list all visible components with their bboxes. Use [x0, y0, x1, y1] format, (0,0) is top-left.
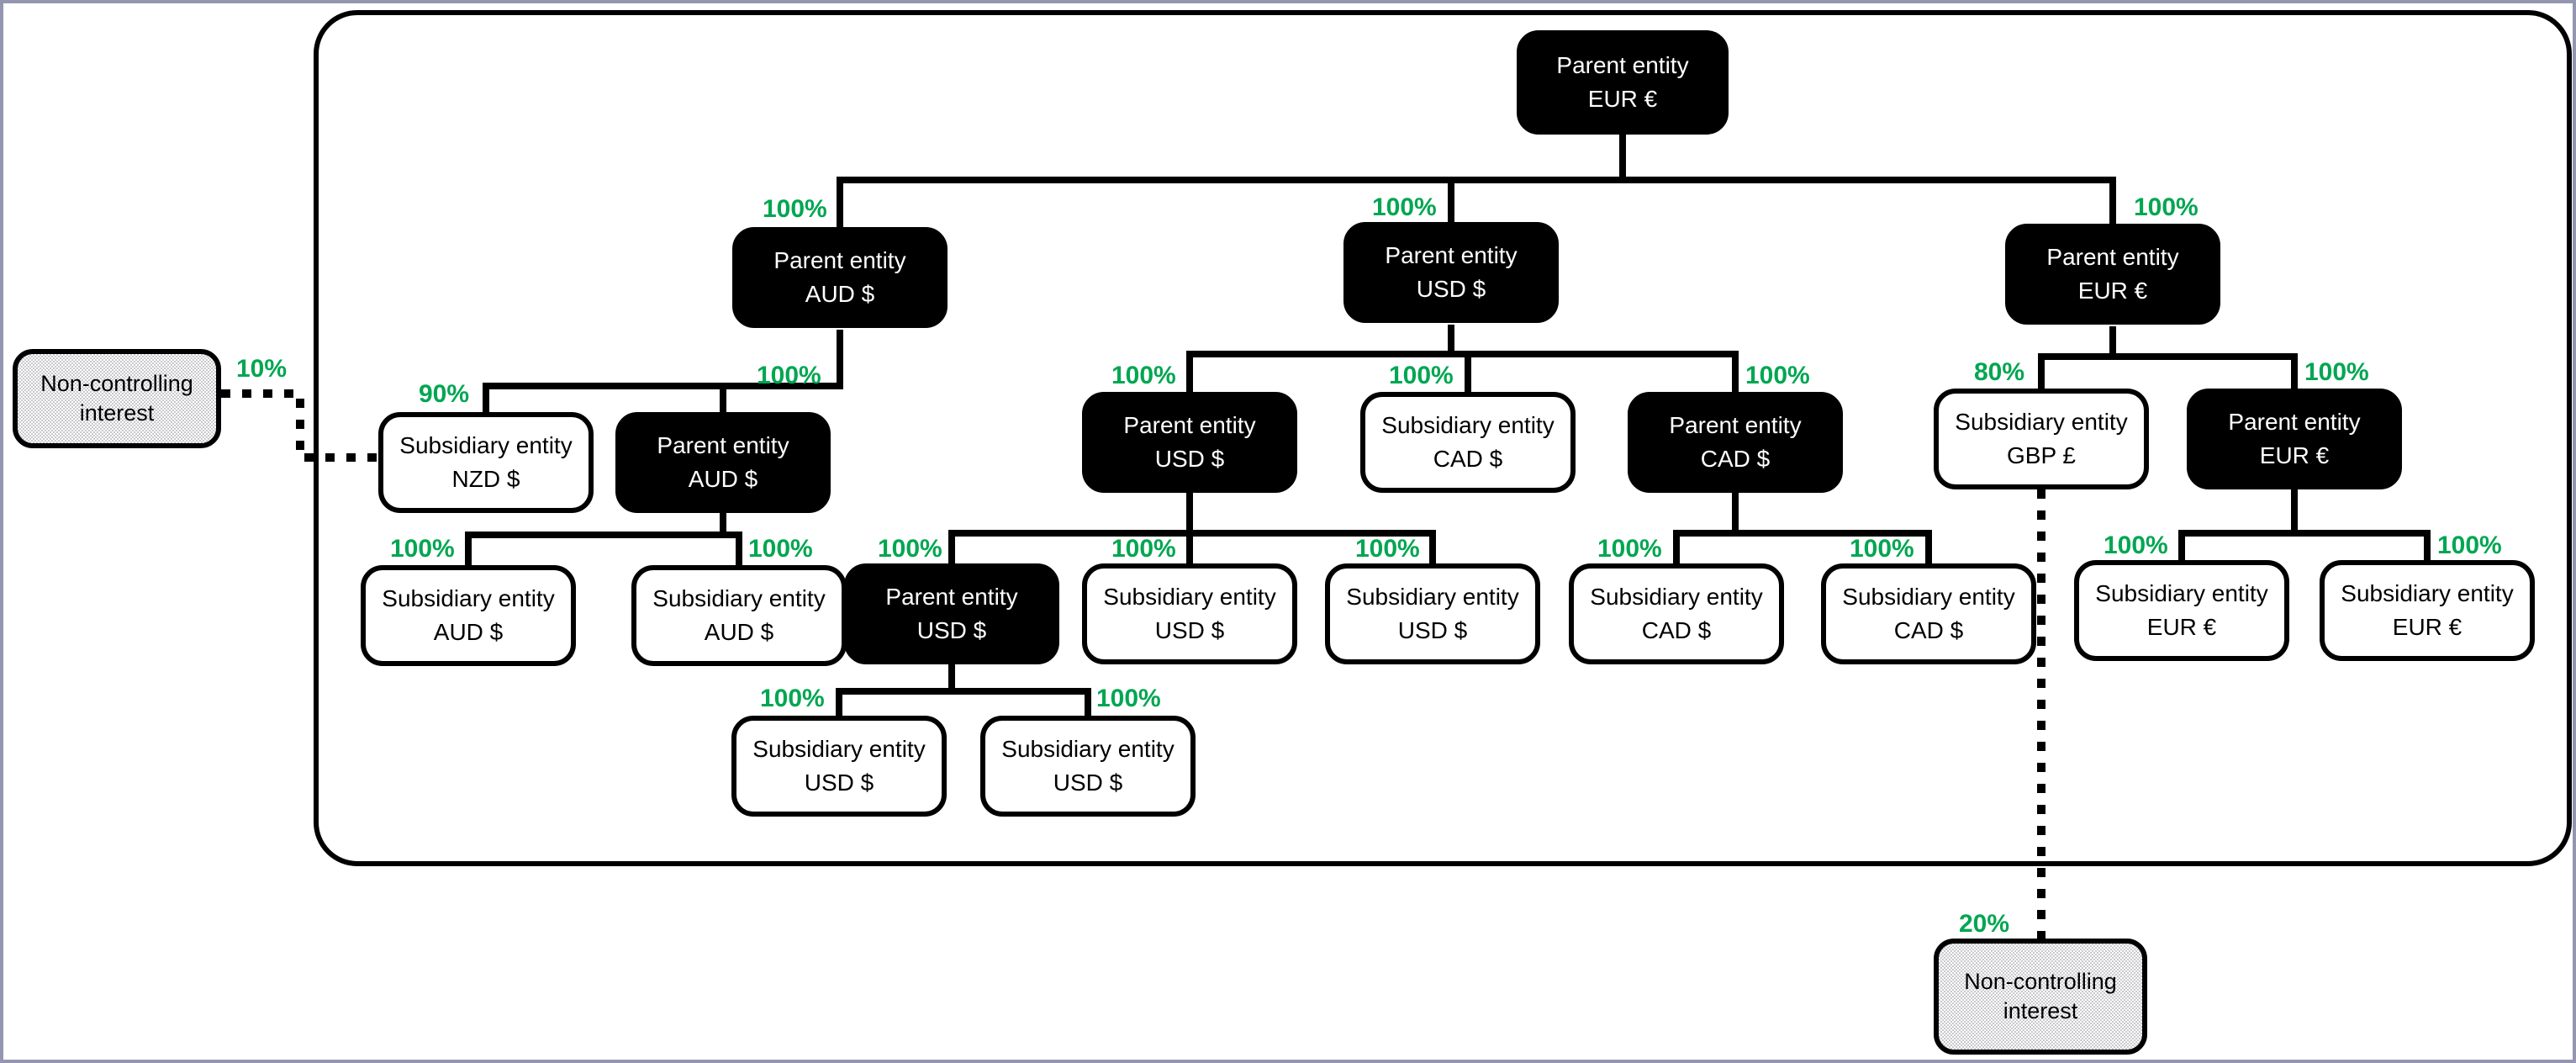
ownership-percent-label: 100% [390, 535, 455, 563]
entity-title: Subsidiary entity [2095, 580, 2268, 606]
entity-title: Subsidiary entity [399, 432, 573, 458]
entity-currency: NZD $ [451, 466, 520, 492]
entity-node-eur-subsidiary-2: Subsidiary entity EUR € [2320, 560, 2535, 661]
entity-currency: USD $ [1154, 446, 1225, 472]
nci-label-line1: Non-controlling [1964, 969, 2117, 994]
entity-title: Parent entity [773, 247, 906, 273]
ownership-percent-label: 100% [1745, 362, 1810, 389]
entity-title: Subsidiary entity [1346, 584, 1519, 610]
entity-title: Subsidiary entity [752, 736, 926, 762]
ownership-percent-label: 100% [2304, 358, 2369, 386]
entity-node-usd-subsidiary-2: Subsidiary entity USD $ [1325, 563, 1540, 664]
entity-title: Subsidiary entity [1842, 584, 2015, 610]
entity-title: Subsidiary entity [1381, 412, 1555, 438]
entity-node-usd-parent: Parent entity USD $ [1343, 222, 1559, 323]
entity-title: Parent entity [657, 432, 789, 458]
entity-node-eur-subsidiary-1: Subsidiary entity EUR € [2074, 560, 2289, 661]
entity-node-eur-parent-l2: Parent entity EUR € [2005, 224, 2220, 325]
entity-currency: USD $ [1154, 617, 1225, 643]
ownership-percent-label: 100% [1111, 362, 1176, 389]
entity-currency: EUR € [2259, 442, 2330, 468]
ownership-percent-label: 100% [1372, 193, 1437, 221]
ownership-percent-label: 100% [757, 362, 821, 389]
entity-currency: AUD $ [805, 281, 875, 307]
entity-currency: USD $ [1416, 276, 1486, 302]
entity-title: Parent entity [2228, 409, 2361, 435]
ownership-percent-label: 100% [2437, 532, 2502, 559]
entity-title: Subsidiary entity [1590, 584, 1763, 610]
ownership-percent-label: 100% [763, 195, 827, 223]
entity-node-aud-subsidiary-1: Subsidiary entity AUD $ [361, 565, 576, 666]
ownership-percent-label: 100% [2104, 532, 2168, 559]
nci-box-bottom: Non-controlling interest [1934, 939, 2147, 1055]
ownership-percent-label: 90% [419, 380, 470, 408]
nci-label-line2: interest [2003, 998, 2078, 1023]
entity-title: Parent entity [1123, 412, 1256, 438]
ownership-percent-label: 100% [1389, 362, 1454, 389]
entity-node-usd-l5-subsidiary-1: Subsidiary entity USD $ [731, 716, 947, 817]
entity-title: Subsidiary entity [382, 585, 555, 611]
entity-currency: EUR € [2077, 278, 2148, 304]
entity-title: Subsidiary entity [1001, 736, 1175, 762]
entity-node-nzd-subsidiary: Subsidiary entity NZD $ [378, 412, 594, 513]
entity-title: Parent entity [1669, 412, 1802, 438]
ownership-percent-label: 80% [1974, 358, 2025, 386]
entity-currency: AUD $ [688, 466, 758, 492]
entity-title: Parent entity [1556, 52, 1689, 78]
ownership-percent-label: 100% [1096, 685, 1161, 712]
entity-node-cad-subsidiary-l3: Subsidiary entity CAD $ [1360, 392, 1576, 493]
entity-node-cad-subsidiary-2: Subsidiary entity CAD $ [1821, 563, 2036, 664]
entity-node-gbp-subsidiary: Subsidiary entity GBP £ [1934, 389, 2149, 489]
entity-currency: CAD $ [1893, 617, 1964, 643]
ownership-percent-label: 20% [1959, 910, 2010, 938]
nci-label-line1: Non-controlling [40, 371, 193, 396]
entity-currency: USD $ [916, 617, 987, 643]
entity-node-usd-subsidiary-1: Subsidiary entity USD $ [1082, 563, 1297, 664]
entity-currency: USD $ [804, 769, 874, 796]
entity-currency: EUR € [1587, 86, 1658, 112]
ownership-percent-label: 100% [748, 535, 813, 563]
ownership-percent-label: 100% [1111, 535, 1176, 563]
entity-node-usd-parent-l4: Parent entity USD $ [844, 563, 1059, 664]
entity-title: Subsidiary entity [652, 585, 826, 611]
entity-currency: CAD $ [1433, 446, 1503, 472]
ownership-percent-label: 100% [1850, 535, 1914, 563]
entity-title: Subsidiary entity [2341, 580, 2514, 606]
consolidation-group-frame [314, 10, 2572, 866]
entity-node-usd-parent-l3: Parent entity USD $ [1082, 392, 1297, 493]
entity-currency: EUR € [2146, 614, 2217, 640]
entity-title: Parent entity [2046, 244, 2179, 270]
entity-node-cad-subsidiary-1: Subsidiary entity CAD $ [1569, 563, 1784, 664]
ownership-percent-label: 100% [1597, 535, 1662, 563]
entity-node-aud-parent-l3: Parent entity AUD $ [615, 412, 831, 513]
entity-title: Parent entity [885, 584, 1018, 610]
entity-node-aud-parent: Parent entity AUD $ [732, 227, 948, 328]
entity-node-cad-parent-l3: Parent entity CAD $ [1628, 392, 1843, 493]
entity-node-eur-parent-l3: Parent entity EUR € [2187, 389, 2402, 489]
entity-currency: GBP £ [2007, 442, 2076, 468]
entity-currency: CAD $ [1641, 617, 1712, 643]
entity-title: Subsidiary entity [1103, 584, 1276, 610]
ownership-percent-label: 100% [2134, 193, 2199, 221]
entity-node-usd-l5-subsidiary-2: Subsidiary entity USD $ [980, 716, 1196, 817]
nci-box-left: Non-controlling interest [13, 349, 221, 448]
entity-node-root: Parent entity EUR € [1517, 30, 1729, 135]
entity-node-aud-subsidiary-2: Subsidiary entity AUD $ [631, 565, 847, 666]
ownership-percent-label: 100% [760, 685, 825, 712]
entity-currency: USD $ [1053, 769, 1123, 796]
entity-currency: CAD $ [1700, 446, 1771, 472]
entity-currency: AUD $ [433, 619, 504, 645]
ownership-percent-label: 10% [236, 355, 288, 383]
connector-lines [221, 135, 2431, 939]
entity-currency: USD $ [1397, 617, 1468, 643]
ownership-percent-label: 100% [1355, 535, 1420, 563]
entity-title: Subsidiary entity [1955, 409, 2128, 435]
ownership-percent-label: 100% [878, 535, 942, 563]
nci-label-line2: interest [79, 400, 155, 426]
entity-currency: AUD $ [704, 619, 774, 645]
entity-currency: EUR € [2392, 614, 2463, 640]
entity-title: Parent entity [1385, 242, 1518, 268]
